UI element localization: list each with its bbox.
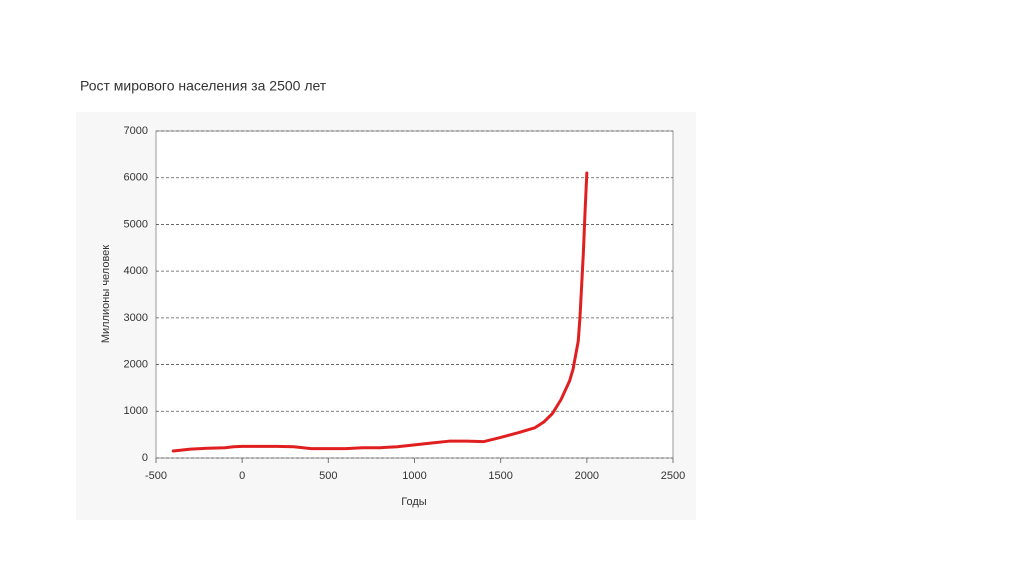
line [171, 171, 589, 453]
y-tick-label: 5000 [124, 218, 148, 230]
x-axis-label: Годы [401, 496, 427, 508]
x-tick-label: 2000 [575, 470, 599, 482]
y-tick-label: 2000 [124, 358, 148, 370]
y-tick-label: 6000 [124, 172, 148, 184]
chart-title: Рост мирового населения за 2500 лет [80, 78, 327, 94]
x-tick-label: 1000 [402, 470, 426, 482]
y-tick-label: 1000 [124, 405, 148, 417]
x-tick-label: 2500 [661, 470, 685, 482]
y-tick-label: 7000 [124, 125, 148, 137]
x-tick-label: 1500 [488, 470, 512, 482]
x-tick-label: -500 [145, 470, 167, 482]
plot-area [155, 130, 674, 459]
x-tick-label: 500 [319, 470, 337, 482]
y-axis-label: Миллионы человек [100, 245, 112, 343]
y-tick-label: 0 [142, 452, 148, 464]
x-tick-label: 0 [239, 470, 245, 482]
y-tick-label: 4000 [124, 265, 148, 277]
y-tick-label: 3000 [124, 312, 148, 324]
